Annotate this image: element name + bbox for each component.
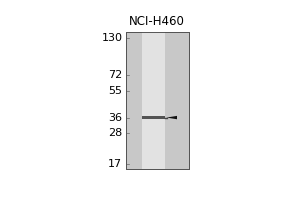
Text: 130: 130	[101, 33, 122, 43]
Bar	[126, 32, 189, 169]
Bar	[142, 32, 165, 169]
Text: 28: 28	[108, 128, 122, 138]
Text: 72: 72	[108, 70, 122, 80]
Text: NCI-H460: NCI-H460	[129, 15, 185, 28]
Text: 17: 17	[108, 159, 122, 169]
Text: 36: 36	[108, 113, 122, 123]
Polygon shape	[167, 116, 177, 119]
Text: 55: 55	[108, 86, 122, 96]
Bar	[126, 32, 189, 169]
Bar	[142, 116, 165, 119]
